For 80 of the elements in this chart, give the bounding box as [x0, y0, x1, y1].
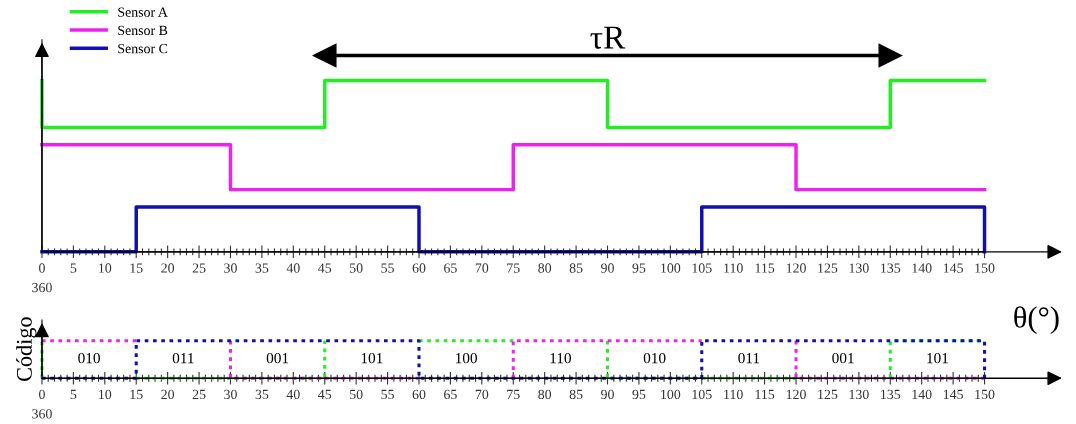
annotation: 011: [172, 352, 194, 364]
x-axis-title: θ(°): [1014, 306, 1059, 335]
x-tick-label: 50: [350, 389, 363, 400]
x-tick-label: 20: [161, 389, 175, 400]
x-tick-label: 100: [661, 389, 681, 400]
x-tick-label: 115: [755, 263, 775, 273]
x-tick-label: 15: [130, 389, 143, 400]
x-tick-label: 80: [538, 263, 552, 273]
x-tick-label: 110: [724, 389, 743, 400]
x-tick-label: 35: [255, 263, 269, 273]
x-tick-label: 20: [161, 263, 175, 273]
x-tick-label: 0: [39, 389, 45, 400]
x-tick-label: 125: [818, 263, 838, 273]
x-tick-label: 35: [255, 389, 269, 400]
x-tick-label: 25: [192, 263, 206, 273]
x-tick-label: 120: [786, 263, 806, 273]
x-tick-label: 105: [692, 263, 712, 273]
x-tick-label: 50: [350, 263, 363, 273]
x-tick-label: 10: [99, 263, 112, 273]
x-tick-label: 55: [381, 263, 394, 273]
x-tick-label: 100: [661, 263, 681, 273]
x-tick-label: 150: [975, 389, 995, 400]
x-tick-label: 75: [507, 263, 520, 273]
x-tick-label: 150: [975, 263, 995, 273]
x-tick-label: 70: [475, 263, 489, 273]
legend-label: Sensor B: [118, 25, 168, 36]
x-tick-label: 130: [849, 263, 869, 273]
x-tick-label: 105: [692, 389, 712, 400]
x-tick-label: 130: [849, 389, 869, 400]
x-tick-label: 25: [192, 389, 206, 400]
x-tick-label: 55: [381, 389, 394, 400]
x-tick-label: 145: [943, 389, 963, 400]
legend-label: Sensor C: [118, 43, 168, 54]
x-tick-label: 30: [224, 263, 237, 273]
x-tick-label: 5: [70, 389, 77, 400]
annotation: 101: [361, 352, 383, 364]
annotation: 011: [738, 352, 760, 364]
annotation: 001: [266, 352, 289, 364]
x-tick-label: 45: [318, 263, 332, 273]
x-tick-label: 5: [70, 263, 77, 273]
x-tick-label: 40: [286, 389, 300, 400]
x-tick-label: 90: [601, 263, 614, 273]
x-tick-label: 70: [475, 389, 489, 400]
x-tick-label: 60: [412, 263, 426, 273]
x-tick-label: 95: [632, 389, 646, 400]
annotation: 010: [643, 352, 666, 364]
annotation: 001: [832, 352, 854, 364]
x-tick-label: 140: [912, 389, 932, 400]
x-tick-label: 95: [632, 263, 646, 273]
annotation: 110: [550, 352, 571, 364]
x-tick-label: 65: [444, 389, 457, 400]
text: τR: [590, 26, 626, 49]
text: 360: [32, 282, 52, 293]
x-tick-label: 140: [912, 263, 932, 273]
annotation: 101: [927, 352, 948, 364]
x-tick-label: 135: [881, 389, 901, 400]
x-tick-label: 85: [569, 389, 583, 400]
x-tick-label: 145: [943, 263, 963, 273]
x-tick-label: 115: [755, 389, 775, 400]
x-tick-label: 45: [318, 389, 332, 400]
legend-label: Sensor A: [118, 7, 168, 17]
x-tick-label: 30: [224, 389, 237, 400]
x-tick-label: 110: [724, 263, 743, 273]
x-tick-label: 125: [818, 389, 838, 400]
x-tick-label: 40: [286, 263, 300, 273]
x-tick-label: 0: [39, 263, 45, 273]
x-tick-label: 75: [507, 389, 520, 400]
x-tick-label: 60: [412, 389, 426, 400]
x-tick-label: 120: [786, 389, 806, 400]
x-tick-label: 10: [99, 389, 112, 400]
text: 360: [32, 409, 52, 419]
x-tick-label: 15: [130, 263, 143, 273]
y-axis-title: Código: [16, 317, 37, 381]
annotation: 010: [78, 352, 100, 364]
x-tick-label: 80: [538, 389, 552, 400]
x-tick-label: 135: [881, 263, 901, 273]
x-tick-label: 90: [601, 389, 614, 400]
x-tick-label: 85: [569, 263, 583, 273]
annotation: 100: [456, 352, 477, 364]
x-tick-label: 65: [444, 263, 457, 273]
